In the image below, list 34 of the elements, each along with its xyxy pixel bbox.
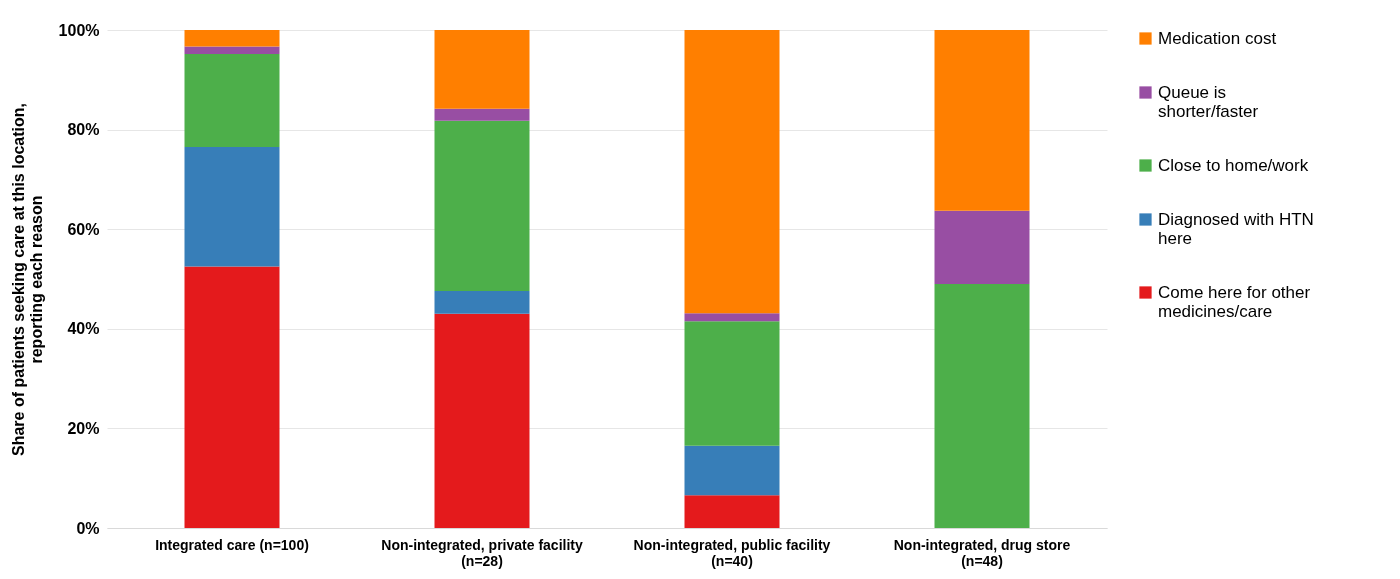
- legend-label: Queue is shorter/faster: [1158, 82, 1259, 121]
- bar: [434, 120, 530, 291]
- bar: [184, 266, 280, 528]
- bar: [434, 30, 530, 109]
- y-tick-label: 100%: [58, 21, 100, 39]
- bar: [934, 283, 1030, 528]
- x-tick-label: Non-integrated, private facility (n=28): [381, 536, 583, 569]
- bar: [184, 53, 280, 148]
- x-tick-label: Non-integrated, public facility (n=40): [633, 536, 831, 569]
- bar: [184, 147, 280, 267]
- bar: [684, 321, 780, 446]
- bar: [684, 445, 780, 496]
- y-tick-label: 40%: [67, 320, 100, 338]
- y-tick-label: 80%: [67, 121, 100, 139]
- y-tick-label: 60%: [67, 220, 100, 238]
- x-tick-label: Integrated care (n=100): [155, 536, 309, 553]
- legend-label: Diagnosed with HTN here: [1158, 209, 1314, 248]
- bar: [684, 313, 780, 322]
- x-tick-label: Non-integrated, drug store (n=48): [893, 536, 1071, 569]
- bar: [684, 495, 780, 528]
- bar: [434, 108, 530, 121]
- legend-label: Medication cost: [1158, 28, 1277, 48]
- bar: [184, 46, 280, 54]
- bar: [684, 30, 780, 314]
- bar: [934, 30, 1030, 211]
- bar: [184, 30, 280, 47]
- y-axis-title: Share of patients seeking care at this location, reporting each reason: [9, 103, 45, 456]
- bar: [434, 313, 530, 528]
- y-tick-label: 20%: [67, 419, 100, 437]
- y-tick-label: 0%: [76, 519, 100, 537]
- legend-label: Come here for other medicines/care: [1158, 282, 1311, 321]
- bar: [434, 290, 530, 314]
- legend-label: Close to home/work: [1158, 155, 1309, 175]
- bar: [934, 210, 1030, 284]
